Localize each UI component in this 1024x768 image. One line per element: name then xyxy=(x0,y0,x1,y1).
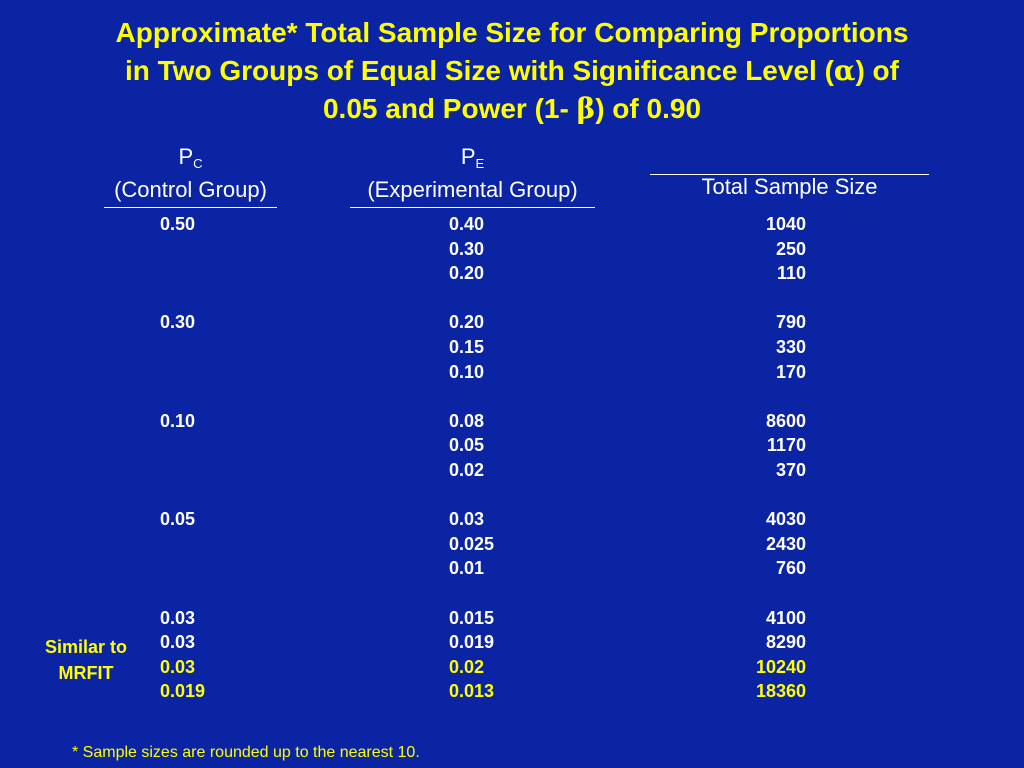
total-cell: 250 xyxy=(775,238,806,259)
pe-cell: 0.40 xyxy=(449,214,485,234)
total-cell: 4100 xyxy=(765,607,806,628)
total-cell: 1170 xyxy=(766,435,806,456)
total-cell: 8600 xyxy=(765,410,806,431)
total-cell: 790 xyxy=(775,312,806,333)
pc-cell: 0.019 xyxy=(160,681,206,702)
total-cell: 2430 xyxy=(765,533,806,554)
table-row: 0.03 0.019 8290 xyxy=(0,630,1024,655)
pe-cell: 0.015 xyxy=(449,607,495,628)
total-cell: 4030 xyxy=(765,509,806,530)
pe-cell: 0.02 xyxy=(449,459,485,480)
pc-cell: 0.05 xyxy=(160,509,196,530)
table-spacer xyxy=(0,286,1024,311)
pe-cell: 0.013 xyxy=(449,681,495,702)
pc-letter: P xyxy=(178,144,194,169)
pe-cell: 0.20 xyxy=(449,312,485,333)
pc-header-rule xyxy=(104,203,277,208)
pe-cell: 0.025 xyxy=(449,533,495,554)
title-line-1: Approximate* Total Sample Size for Compa… xyxy=(115,17,909,48)
pc-symbol: PC xyxy=(104,144,277,177)
table-row: 0.15 330 xyxy=(0,335,1024,360)
total-cell: 330 xyxy=(775,336,806,357)
table-spacer xyxy=(0,384,1024,409)
title-line-3-text-b: ) of 0.90 xyxy=(595,93,702,124)
total-cell: 170 xyxy=(775,361,806,382)
table-row: 0.05 0.03 4030 xyxy=(0,507,1024,532)
table-row: 0.30 0.20 790 xyxy=(0,310,1024,335)
pe-cell: 0.02 xyxy=(449,656,485,677)
pc-cell: 0.50 xyxy=(160,214,196,234)
mrfit-note-line-1: Similar to xyxy=(44,637,128,657)
title-line-3-text-a: 0.05 and Power (1- xyxy=(322,93,577,124)
pe-cell: 0.05 xyxy=(449,435,485,456)
column-header-pe: PE (Experimental Group) xyxy=(350,144,595,208)
pc-cell: 0.03 xyxy=(160,656,196,677)
total-cell: 8290 xyxy=(765,632,806,653)
table-spacer xyxy=(0,581,1024,606)
total-cell: 110 xyxy=(776,263,806,284)
column-header-pc: PC (Control Group) xyxy=(104,144,277,208)
table-row: 0.025 2430 xyxy=(0,532,1024,557)
title-line-3: 0.05 and Power (1- β) of 0.90 xyxy=(0,90,1024,128)
pc-cell: 0.10 xyxy=(160,410,196,431)
beta-symbol: β xyxy=(576,92,596,125)
pe-symbol: PE xyxy=(350,144,595,177)
table-row: 0.019 0.013 18360 xyxy=(0,679,1024,704)
total-cell: 760 xyxy=(775,558,806,579)
pe-cell: 0.01 xyxy=(449,558,485,579)
total-cell: 1040 xyxy=(765,214,806,234)
total-cell: 370 xyxy=(775,459,806,480)
table-row: 0.02 370 xyxy=(0,458,1024,483)
title-line-2-text-b: ) of xyxy=(855,55,899,86)
total-label: Total Sample Size xyxy=(650,174,929,199)
mrfit-note-line-2: MRFIT xyxy=(58,663,114,683)
footnote: * Sample sizes are rounded up to the nea… xyxy=(72,744,420,761)
table-spacer xyxy=(0,483,1024,508)
pe-cell: 0.08 xyxy=(449,410,485,431)
pe-cell: 0.10 xyxy=(449,361,485,382)
pc-label: (Control Group) xyxy=(114,177,267,202)
pe-cell: 0.019 xyxy=(449,632,495,653)
total-cell: 18360 xyxy=(755,681,806,702)
mrfit-note: Similar to MRFIT xyxy=(28,634,144,686)
alpha-symbol: α xyxy=(833,54,856,87)
pe-cell: 0.30 xyxy=(449,238,485,259)
total-cell: 10240 xyxy=(755,656,806,677)
table-row: 0.01 760 xyxy=(0,556,1024,581)
title-line-2-text-a: in Two Groups of Equal Size with Signifi… xyxy=(125,55,834,86)
pe-header-rule xyxy=(350,203,595,208)
pe-cell: 0.03 xyxy=(449,509,485,530)
pe-cell: 0.15 xyxy=(449,336,485,357)
column-header-total: Total Sample Size xyxy=(650,174,929,199)
pc-cell: 0.30 xyxy=(160,312,196,333)
table-row: 0.30 250 xyxy=(0,237,1024,262)
table-row: 0.10 170 xyxy=(0,360,1024,385)
pe-label: (Experimental Group) xyxy=(367,177,578,202)
table-row: 0.20 110 xyxy=(0,261,1024,286)
table-row: 0.10 0.08 8600 xyxy=(0,409,1024,434)
pc-cell: 0.03 xyxy=(160,607,196,628)
table-row: 0.50 0.40 1040 xyxy=(0,212,1024,237)
pc-subscript: C xyxy=(193,156,203,171)
table-row: 0.05 1170 xyxy=(0,433,1024,458)
table-row: 0.03 0.015 4100 xyxy=(0,606,1024,631)
slide-title: Approximate* Total Sample Size for Compa… xyxy=(0,14,1024,128)
pe-letter: P xyxy=(460,144,476,169)
sample-size-table: 0.50 0.40 1040 0.30 250 0.20 110 0.30 0.20 790 0.1… xyxy=(0,212,1024,704)
pe-subscript: E xyxy=(475,156,485,171)
pe-cell: 0.20 xyxy=(449,263,485,284)
pc-cell: 0.03 xyxy=(160,632,196,653)
table-row: 0.03 0.02 10240 xyxy=(0,655,1024,680)
title-line-2: in Two Groups of Equal Size with Signifi… xyxy=(0,52,1024,90)
